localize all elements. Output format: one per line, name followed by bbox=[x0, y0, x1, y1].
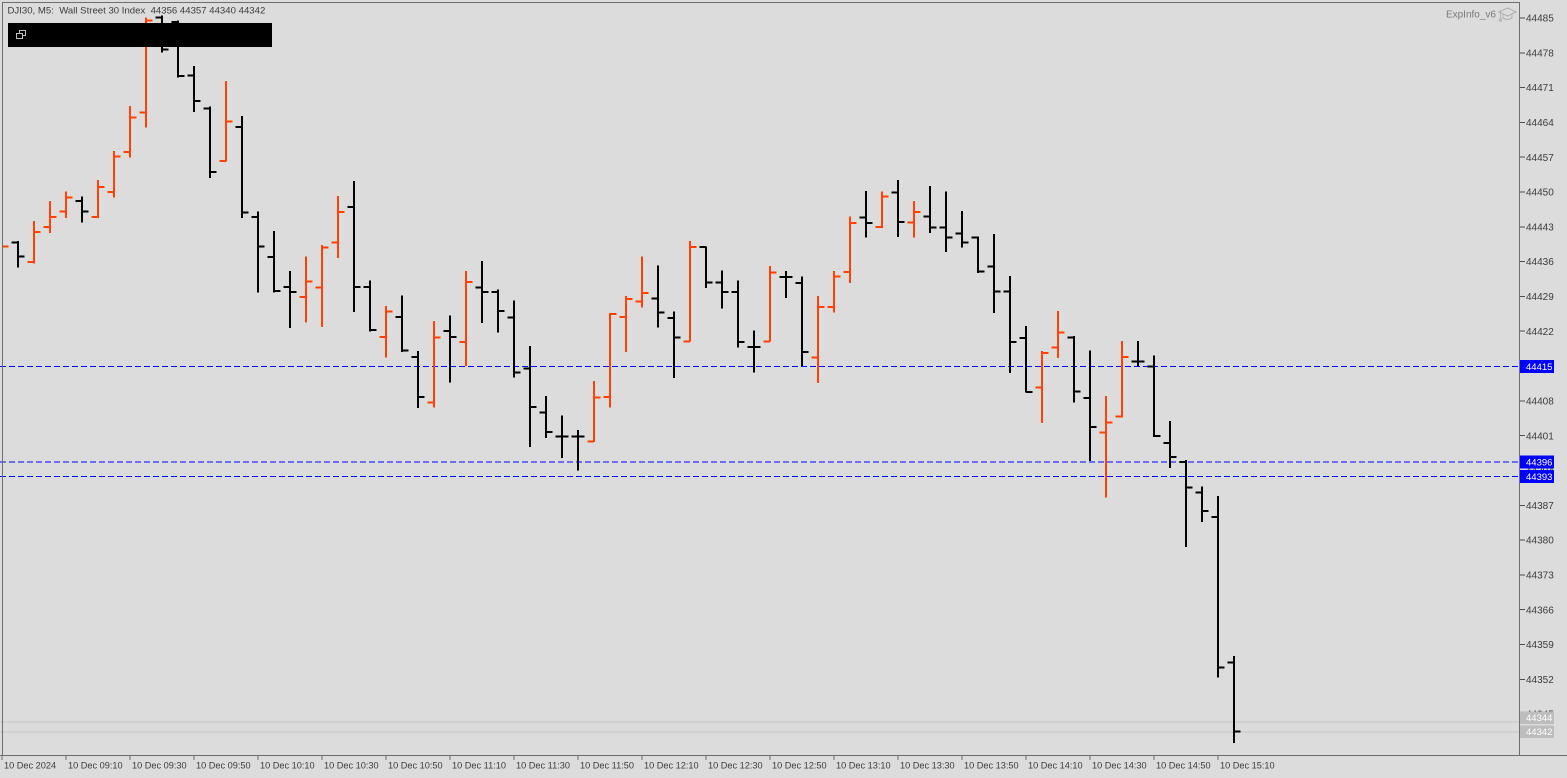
svg-text:44373: 44373 bbox=[1526, 571, 1554, 582]
svg-text:10 Dec 12:10: 10 Dec 12:10 bbox=[644, 761, 699, 771]
svg-text:10 Dec 14:50: 10 Dec 14:50 bbox=[1156, 761, 1211, 771]
svg-text:10 Dec 09:10: 10 Dec 09:10 bbox=[68, 761, 123, 771]
svg-text:10 Dec 11:50: 10 Dec 11:50 bbox=[580, 761, 634, 771]
svg-text:44443: 44443 bbox=[1526, 222, 1554, 233]
svg-text:44464: 44464 bbox=[1526, 118, 1554, 129]
svg-text:44471: 44471 bbox=[1526, 83, 1554, 94]
svg-text:44366: 44366 bbox=[1526, 605, 1554, 616]
svg-text:10 Dec 2024: 10 Dec 2024 bbox=[4, 761, 56, 771]
svg-text:44422: 44422 bbox=[1526, 327, 1554, 338]
svg-text:10 Dec 11:30: 10 Dec 11:30 bbox=[516, 761, 570, 771]
svg-text:10 Dec 14:10: 10 Dec 14:10 bbox=[1028, 761, 1083, 771]
svg-text:10 Dec 13:30: 10 Dec 13:30 bbox=[900, 761, 955, 771]
svg-text:44415: 44415 bbox=[1526, 362, 1552, 373]
svg-text:44352: 44352 bbox=[1526, 675, 1554, 686]
svg-text:DJI30, M5: Wall Street 30 Ind: DJI30, M5: Wall Street 30 Index 44356 44… bbox=[8, 6, 266, 17]
svg-text:10 Dec 10:50: 10 Dec 10:50 bbox=[388, 761, 443, 771]
svg-text:44485: 44485 bbox=[1526, 14, 1554, 25]
svg-text:44457: 44457 bbox=[1526, 153, 1554, 164]
svg-text:44387: 44387 bbox=[1526, 501, 1554, 512]
svg-text:10 Dec 10:10: 10 Dec 10:10 bbox=[260, 761, 315, 771]
svg-text:10 Dec 13:10: 10 Dec 13:10 bbox=[836, 761, 891, 771]
svg-text:10 Dec 09:30: 10 Dec 09:30 bbox=[132, 761, 187, 771]
svg-text:44342: 44342 bbox=[1526, 727, 1552, 738]
svg-text:44344: 44344 bbox=[1526, 713, 1552, 724]
svg-text:ExpInfo_v6: ExpInfo_v6 bbox=[1446, 10, 1496, 21]
svg-text:44396: 44396 bbox=[1526, 458, 1552, 469]
svg-text:10 Dec 15:10: 10 Dec 15:10 bbox=[1220, 761, 1275, 771]
svg-text:44359: 44359 bbox=[1526, 640, 1554, 651]
svg-text:10 Dec 13:50: 10 Dec 13:50 bbox=[964, 761, 1019, 771]
svg-text:10 Dec 11:10: 10 Dec 11:10 bbox=[452, 761, 506, 771]
svg-text:44401: 44401 bbox=[1526, 431, 1554, 442]
svg-text:10 Dec 09:50: 10 Dec 09:50 bbox=[196, 761, 251, 771]
svg-text:44478: 44478 bbox=[1526, 48, 1554, 59]
svg-text:10 Dec 10:30: 10 Dec 10:30 bbox=[324, 761, 379, 771]
svg-text:44408: 44408 bbox=[1526, 397, 1554, 408]
svg-text:44429: 44429 bbox=[1526, 292, 1554, 303]
svg-text:44450: 44450 bbox=[1526, 188, 1554, 199]
svg-text:44393: 44393 bbox=[1526, 472, 1552, 483]
svg-text:10 Dec 12:50: 10 Dec 12:50 bbox=[772, 761, 827, 771]
svg-text:10 Dec 14:30: 10 Dec 14:30 bbox=[1092, 761, 1147, 771]
svg-text:10 Dec 12:30: 10 Dec 12:30 bbox=[708, 761, 763, 771]
svg-text:44380: 44380 bbox=[1526, 536, 1554, 547]
svg-text:44436: 44436 bbox=[1526, 257, 1554, 268]
